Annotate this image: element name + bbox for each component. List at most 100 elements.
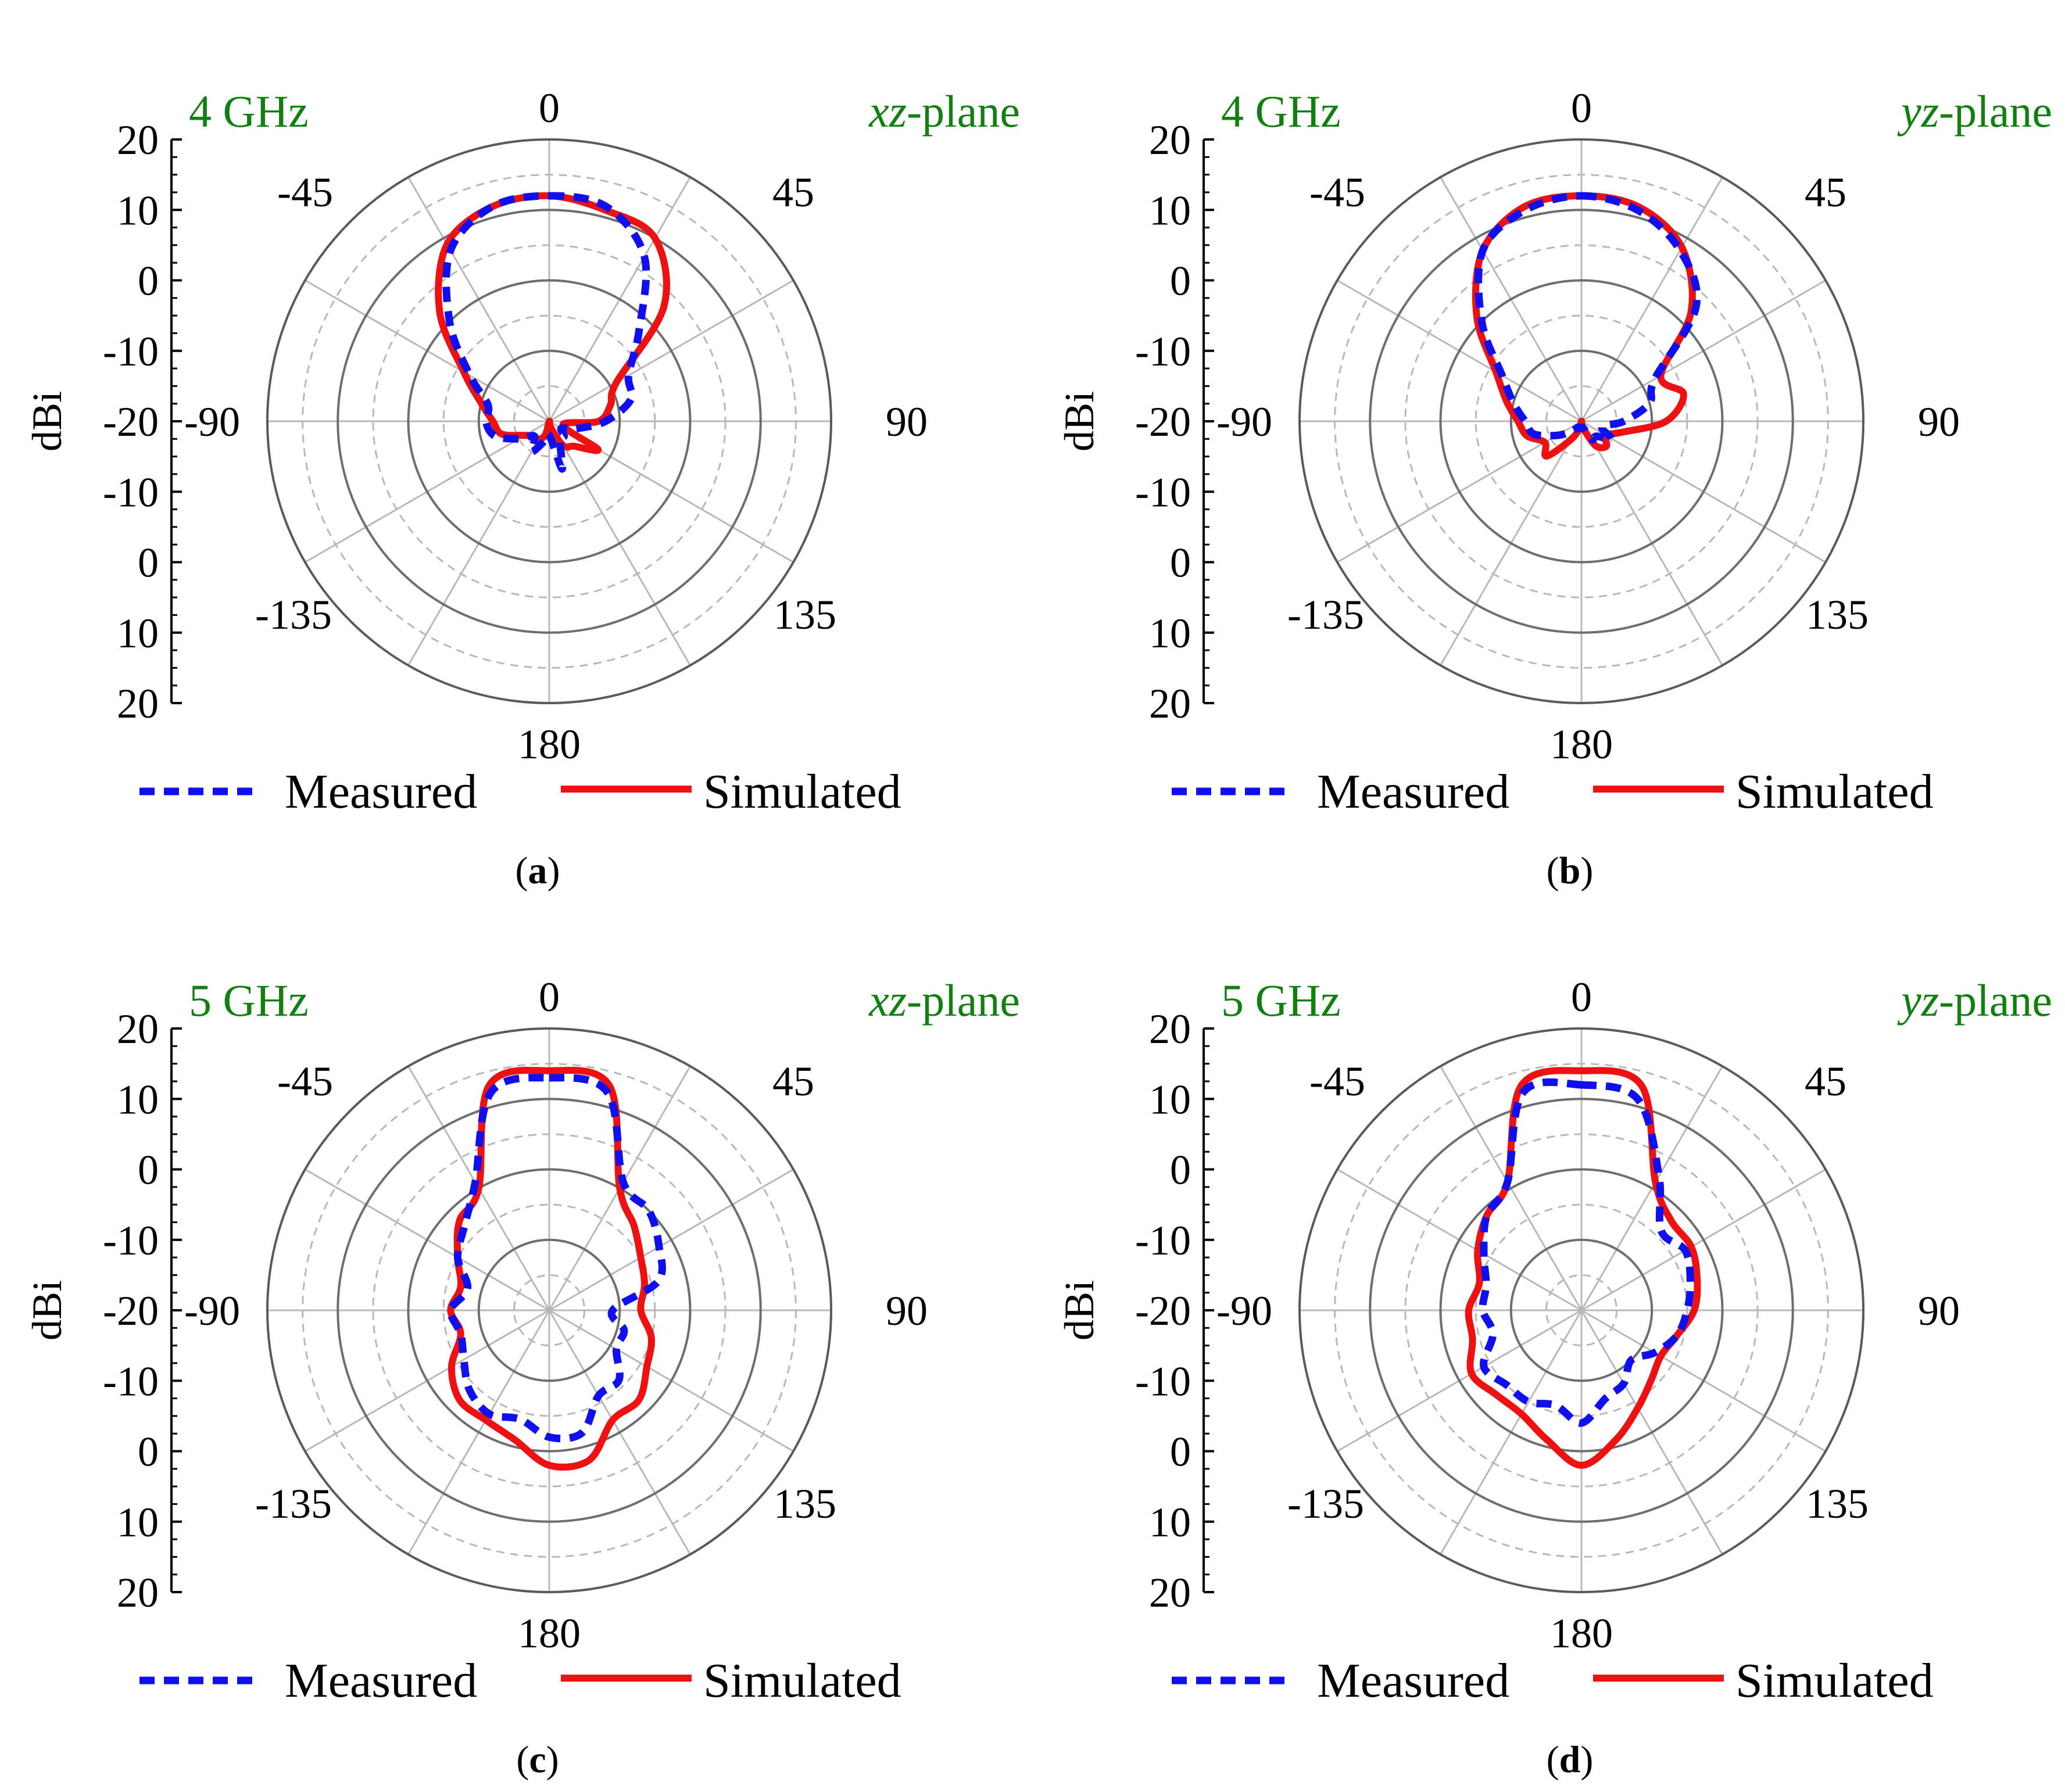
angle-label-180: 180: [1550, 1610, 1613, 1657]
plane-label-rest: -plane: [907, 86, 1020, 137]
angle-label-45: 45: [1805, 1058, 1846, 1105]
angle-label-0: 0: [539, 85, 560, 131]
radial-tick-label: -10: [103, 469, 159, 515]
radial-tick-label: -10: [1135, 469, 1191, 515]
grid-ring: [302, 174, 797, 669]
angle-label-neg135: -135: [1287, 592, 1364, 638]
radial-tick-label: 20: [117, 1006, 159, 1052]
panel-b: 20 10 0 -10 -20 -10 0 10 20 dBi 0 45 90 135 180 -135 -90…: [1032, 0, 2064, 896]
frequency-label: 5 GHz: [1221, 975, 1341, 1026]
radial-tick-label: 10: [1149, 610, 1191, 657]
grid-ring: [1509, 1238, 1654, 1382]
panel-caption: (b): [1547, 850, 1594, 892]
grid-ring: [1298, 138, 1864, 704]
radial-tick-label: 20: [1149, 1006, 1191, 1052]
series-measured-line: [442, 192, 650, 473]
radial-tick-label: 0: [138, 540, 159, 586]
grid-ring: [1509, 349, 1654, 493]
plane-label-rest: -plane: [1939, 975, 2052, 1026]
radial-tick-label: 0: [1170, 540, 1191, 586]
radial-tick-label: -10: [103, 1217, 159, 1264]
grid-ring: [1545, 1274, 1618, 1347]
plane-label-italic: xz: [868, 975, 907, 1026]
caption-open: (: [516, 1739, 529, 1781]
caption-letter: b: [1559, 850, 1581, 892]
radial-tick-label: 10: [117, 1499, 159, 1546]
grid-ring: [1334, 1063, 1829, 1558]
polar-chart-b: 20 10 0 -10 -20 -10 0 10 20 dBi 0 45 90 135 180 -135 -90…: [1056, 85, 2052, 892]
angle-label-180: 180: [1550, 721, 1613, 768]
grid-ring: [1439, 279, 1724, 564]
angle-label-neg135: -135: [255, 1481, 332, 1527]
angle-label-90: 90: [1918, 399, 1960, 445]
radial-tick-label: 10: [117, 187, 159, 234]
series-simulated-line: [447, 1066, 655, 1471]
radial-tick-label: 20: [1149, 117, 1191, 163]
radial-tick-label: 0: [138, 258, 159, 304]
frequency-label: 5 GHz: [189, 975, 309, 1026]
radial-tick-label: -10: [1135, 1217, 1191, 1264]
y-axis-label: dBi: [24, 391, 70, 451]
grid-ring: [1369, 209, 1794, 634]
angle-label-0: 0: [539, 974, 560, 1020]
radial-tick-label: -20: [103, 399, 159, 445]
angle-label-135: 135: [1806, 1481, 1869, 1527]
panel-caption: (a): [516, 850, 560, 892]
panel-caption: (d): [1547, 1739, 1594, 1781]
angle-label-180: 180: [518, 1610, 581, 1657]
grid-ring: [337, 1098, 762, 1523]
legend-measured-label: Measured: [285, 1654, 477, 1708]
radial-axis: 20 10 0 -10 -20 -10 0 10 20: [1135, 1006, 1214, 1616]
frequency-label: 4 GHz: [1221, 86, 1341, 137]
grid-ring: [266, 138, 832, 704]
grid-ring: [1298, 1027, 1864, 1593]
series-curves: [435, 192, 670, 473]
grid-ring: [1369, 1098, 1794, 1523]
polar-grid: [1298, 1027, 1864, 1593]
grid-ring: [372, 1133, 726, 1488]
legend-measured-label: Measured: [285, 765, 477, 819]
radial-tick-label: 0: [1170, 1429, 1191, 1475]
angle-label-45: 45: [772, 1058, 814, 1105]
caption-letter: c: [529, 1739, 546, 1781]
caption-close: ): [1580, 850, 1593, 892]
radial-tick-label: 10: [117, 610, 159, 657]
series-measured-line: [1479, 1078, 1694, 1427]
angle-label-0: 0: [1571, 85, 1592, 131]
polar-grid: [266, 138, 832, 704]
series-simulated-line: [435, 192, 670, 454]
angle-label-neg45: -45: [277, 1058, 333, 1105]
legend-simulated-label: Simulated: [703, 765, 901, 819]
radial-tick-label: -10: [103, 1358, 159, 1404]
radial-tick-label: 20: [117, 680, 159, 727]
y-axis-label: dBi: [1056, 1280, 1103, 1341]
angle-label-45: 45: [772, 169, 814, 216]
radial-tick-label: -20: [103, 1288, 159, 1334]
grid-ring: [442, 314, 656, 528]
radial-tick-label: 20: [117, 1569, 159, 1616]
plane-label: xz-plane: [868, 86, 1020, 137]
polar-chart-d: 20 10 0 -10 -20 -10 0 10 20 dBi 0 45 90 135 180 -135 -90…: [1056, 974, 2052, 1781]
series-curves: [1472, 192, 1701, 460]
angle-label-neg45: -45: [1309, 1058, 1365, 1105]
panel-a: 20 10 0 -10 -20 -10 0 10 20 dBi 0 45 90 135 180 -135 -90…: [0, 0, 1032, 896]
grid-ring: [407, 1168, 692, 1453]
angle-label-45: 45: [1805, 169, 1846, 216]
polar-grid: [266, 1027, 832, 1593]
grid-ring: [1404, 1133, 1759, 1488]
grid-ring: [442, 1203, 656, 1417]
radial-axis: 20 10 0 -10 -20 -10 0 10 20: [103, 1006, 182, 1616]
caption-close: ): [547, 850, 560, 892]
grid-ring: [1475, 314, 1688, 528]
angle-label-0: 0: [1571, 974, 1592, 1020]
grid-ring: [407, 279, 692, 564]
grid-ring: [477, 1238, 621, 1382]
legend: Measured Simulated: [139, 765, 901, 819]
legend-simulated-label: Simulated: [703, 1654, 901, 1708]
angle-label-90: 90: [1918, 1288, 1960, 1334]
radial-tick-label: 0: [138, 1429, 159, 1475]
caption-open: (: [1547, 1739, 1559, 1781]
grid-ring: [302, 1063, 797, 1558]
radial-tick-label: 10: [1149, 187, 1191, 234]
radial-tick-label: 0: [1170, 258, 1191, 304]
